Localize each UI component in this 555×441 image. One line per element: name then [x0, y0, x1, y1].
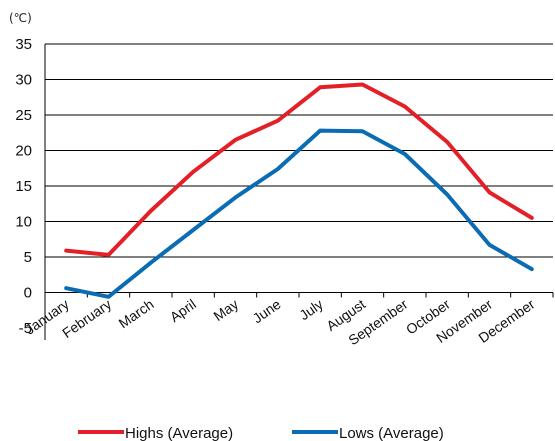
data-point [191, 170, 195, 174]
data-point [191, 228, 195, 232]
legend: Highs (Average) Lows (Average) [78, 425, 444, 441]
data-point [64, 249, 68, 253]
data-point [361, 82, 364, 86]
y-tick-label: 5 [24, 249, 32, 266]
legend-label: Lows (Average) [339, 425, 444, 441]
data-point [276, 167, 280, 171]
y-tick-label: 25 [15, 107, 32, 124]
data-point [488, 190, 491, 194]
y-tick-label: 0 [24, 285, 32, 302]
gridlines [44, 43, 554, 340]
x-tick-label-june: June [250, 296, 284, 327]
y-tick-label: -5 [19, 320, 32, 337]
x-tick-label-july: July [296, 296, 326, 323]
y-tick-label: 20 [15, 143, 32, 160]
data-point [234, 195, 237, 199]
data-point [276, 119, 280, 123]
x-tick-label-may: May [210, 296, 241, 324]
series-line-highs [64, 82, 534, 257]
data-point [149, 261, 153, 265]
data-point [64, 286, 68, 290]
data-point [488, 243, 491, 247]
data-point [234, 138, 237, 142]
data-point [530, 267, 534, 271]
y-axis-ticks: -5 0 5 10 15 20 25 30 35 [15, 36, 32, 337]
series-lines [64, 82, 534, 299]
y-tick-label: 30 [15, 72, 32, 89]
data-point [107, 295, 110, 299]
y-tick-label: 35 [15, 36, 32, 53]
y-axis-unit-label: (℃) [9, 11, 32, 25]
data-point [445, 140, 449, 144]
data-point [318, 85, 322, 89]
data-point [318, 129, 322, 133]
x-tick-label-april: April [167, 296, 199, 325]
data-point [149, 209, 153, 213]
data-point [403, 104, 407, 108]
x-tick-label-march: March [116, 296, 157, 331]
data-point [403, 152, 407, 156]
legend-label: Highs (Average) [125, 425, 233, 441]
series-line-lows [64, 128, 534, 299]
data-point [530, 216, 534, 220]
data-point [107, 253, 110, 257]
data-point [361, 129, 364, 133]
data-point [445, 193, 449, 197]
y-tick-label: 15 [15, 178, 32, 195]
y-tick-label: 10 [15, 214, 32, 231]
